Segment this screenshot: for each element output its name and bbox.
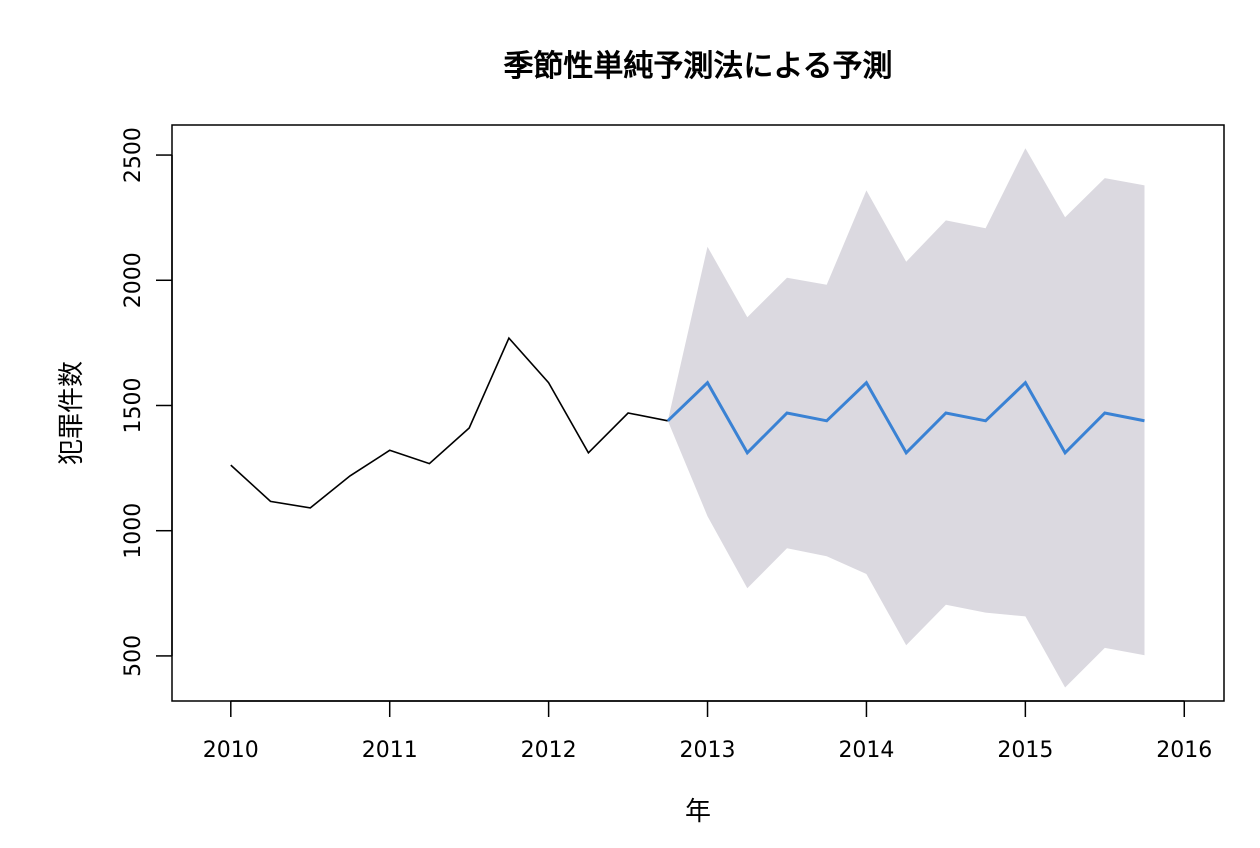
x-tick-label: 2016: [1156, 738, 1212, 763]
y-tick-label: 2500: [121, 127, 146, 183]
plot-area: [230, 148, 1145, 688]
forecast-series-line: [666, 380, 1145, 456]
observed-series-line: [230, 336, 668, 509]
x-axis-label: 年: [685, 797, 711, 827]
x-tick-label: 2010: [203, 738, 259, 763]
y-axis: 500 1000 1500 2000 2500: [121, 127, 173, 677]
chart-title: 季節性単純予測法による予測: [503, 49, 892, 84]
x-tick-label: 2013: [680, 738, 736, 763]
y-tick-label: 1000: [121, 503, 146, 559]
y-tick-label: 2000: [121, 252, 146, 308]
x-tick-label: 2014: [838, 738, 894, 763]
y-axis-label: 犯罪件数: [57, 361, 87, 465]
x-tick-label: 2012: [521, 738, 577, 763]
x-tick-label: 2015: [997, 738, 1053, 763]
x-tick-label: 2011: [362, 738, 418, 763]
y-tick-label: 1500: [121, 378, 146, 434]
prediction-interval-band: [667, 148, 1145, 688]
y-tick-label: 500: [121, 635, 146, 677]
x-axis: 2010 2011 2012 2013 2014 2015 2016: [203, 700, 1212, 763]
